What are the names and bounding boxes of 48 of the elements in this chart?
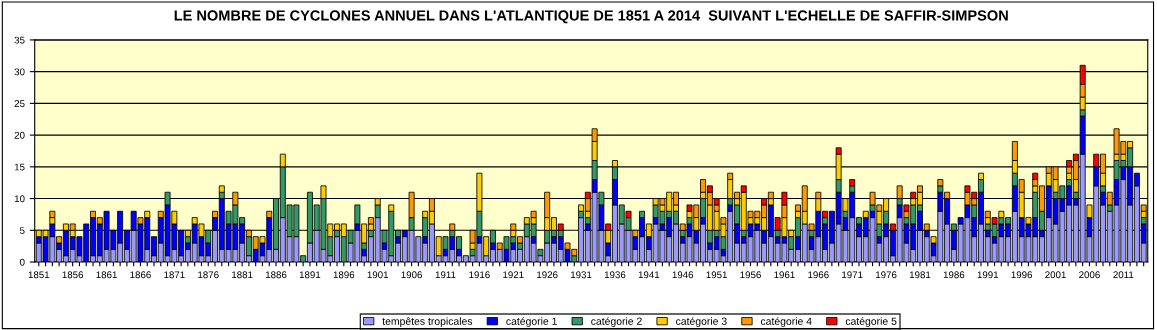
x-tick-label: 1856 (62, 271, 84, 279)
x-tick-label: 1891 (299, 271, 321, 279)
x-tick-label: 1981 (909, 271, 931, 279)
legend-label: catégorie 5 (845, 317, 897, 327)
y-tick-label: 5 (19, 227, 25, 234)
legend-label: catégorie 2 (591, 317, 642, 327)
y-tick-label: 20 (14, 131, 25, 139)
x-tick-label: 1876 (198, 271, 219, 279)
x-tick-label: 1931 (570, 271, 592, 279)
x-tick-label: 1956 (740, 271, 761, 279)
y-tick-label: 10 (14, 195, 25, 203)
x-tick-label: 1951 (706, 271, 727, 279)
legend-label: catégorie 4 (760, 317, 812, 327)
y-tick-label: 25 (14, 100, 25, 107)
x-tick-label: 1896 (333, 271, 355, 279)
x-tick-label: 1916 (469, 271, 490, 279)
x-tick-label: 1886 (265, 271, 287, 279)
x-tick-label: 1976 (876, 271, 897, 279)
y-tick-label: 0 (19, 258, 25, 266)
x-tick-label: 1971 (842, 271, 863, 279)
x-tick-label: 1991 (977, 271, 999, 279)
x-tick-label: 1946 (672, 271, 694, 279)
legend-label: catégorie 3 (676, 317, 727, 327)
y-tick-label: 30 (14, 68, 25, 76)
x-tick-label: 1906 (401, 271, 422, 279)
x-tick-label: 1986 (943, 271, 965, 279)
legend-label: tempêtes tropicales (382, 317, 473, 327)
x-tick-label: 1901 (367, 271, 389, 279)
x-tick-label: 1921 (503, 271, 524, 279)
x-tick-label: 2001 (1045, 271, 1066, 279)
x-tick-label: 1866 (130, 271, 151, 279)
x-tick-label: 1871 (164, 271, 185, 279)
x-tick-label: 1851 (28, 271, 50, 279)
x-tick-label: 1861 (96, 271, 117, 279)
x-tick-label: 1966 (808, 271, 829, 279)
y-tick-label: 15 (14, 163, 25, 171)
x-tick-label: 2006 (1079, 271, 1100, 279)
chart-title: LE NOMBRE DE CYCLONES ANNUEL DANS L'ATLANTIQUE DE 1851 A 2014 SUIVANT L'ECHELLE DE SAFFIR-SIMPSON (174, 10, 1008, 24)
x-tick-label: 1961 (774, 271, 795, 279)
x-tick-label: 1926 (537, 271, 558, 279)
x-tick-label: 1936 (604, 271, 626, 279)
x-tick-label: 1881 (232, 271, 253, 279)
y-tick-label: 35 (14, 36, 25, 44)
x-tick-label: 1911 (435, 271, 456, 279)
legend-label: catégorie 1 (506, 317, 557, 327)
x-tick-label: 2011 (1113, 271, 1134, 279)
x-tick-label: 1996 (1011, 271, 1033, 279)
x-tick-label: 1941 (638, 271, 660, 279)
